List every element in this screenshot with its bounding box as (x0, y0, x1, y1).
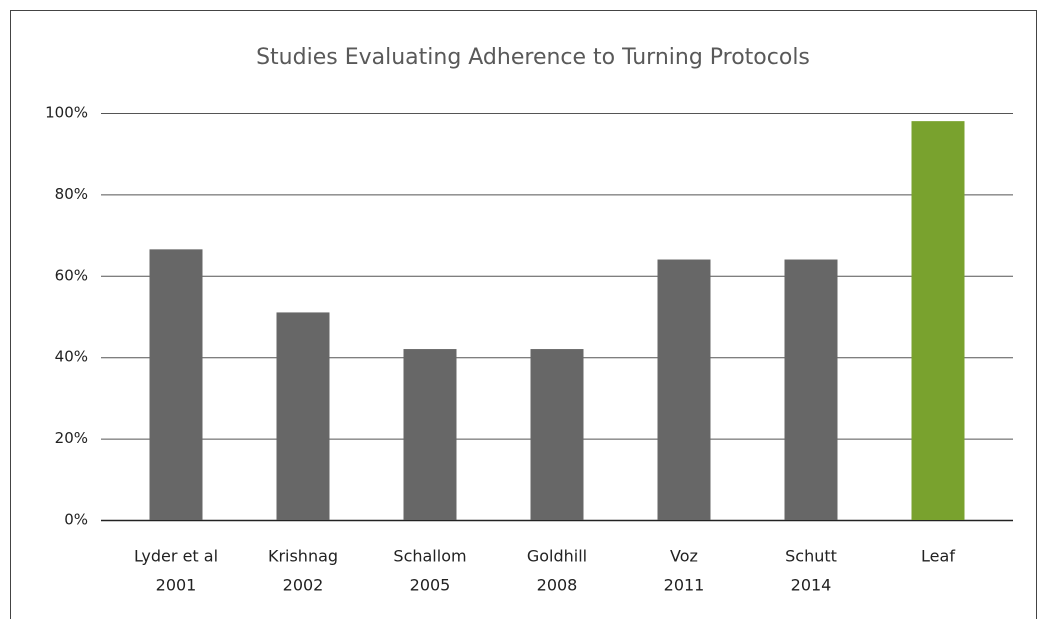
x-tick-label: Lyder et al (134, 547, 218, 566)
y-tick-label: 60% (55, 266, 88, 284)
y-tick-label: 0% (64, 511, 88, 529)
x-tick-label: Voz (670, 547, 698, 566)
x-tick-label: 2011 (664, 576, 705, 595)
x-tick-label: Krishnag (268, 547, 338, 566)
x-tick-label: Schallom (393, 547, 466, 566)
chart-border (10, 10, 1037, 619)
y-tick-label: 80% (55, 185, 88, 203)
y-tick-label: 100% (45, 104, 88, 122)
chart-title: Studies Evaluating Adherence to Turning … (256, 45, 810, 70)
y-tick-label: 20% (55, 429, 88, 447)
y-tick-label: 40% (55, 348, 88, 366)
x-tick-label: 2001 (156, 576, 197, 595)
bar (911, 121, 965, 520)
x-tick-label: 2005 (410, 576, 451, 595)
x-tick-label: Schutt (785, 547, 837, 566)
x-tick-label: Goldhill (527, 547, 587, 566)
bar (403, 349, 457, 520)
bar (276, 312, 330, 520)
bar (530, 349, 584, 520)
bar (149, 249, 203, 520)
bar (784, 259, 838, 520)
x-tick-label: 2002 (283, 576, 324, 595)
bar (657, 259, 711, 520)
x-tick-label: 2014 (791, 576, 832, 595)
x-tick-label: Leaf (921, 547, 955, 566)
x-tick-label: 2008 (537, 576, 578, 595)
